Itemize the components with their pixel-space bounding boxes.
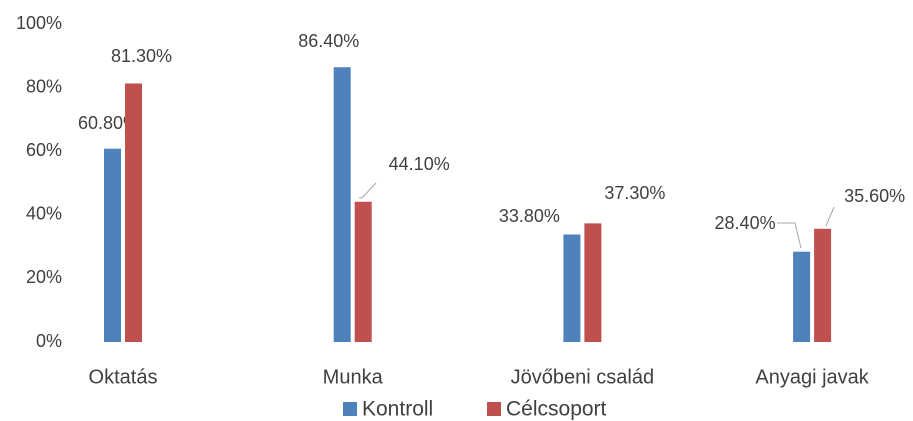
value-label: 35.60% <box>844 186 905 206</box>
bar <box>333 67 351 343</box>
value-label: 81.30% <box>111 46 172 66</box>
value-label: 60.80% <box>78 113 139 133</box>
value-label: 33.80% <box>499 206 560 226</box>
y-tick-label: 40% <box>26 204 62 224</box>
y-tick-label: 20% <box>26 267 62 287</box>
legend-label: Célcsoport <box>506 398 607 421</box>
x-tick-label: Munka <box>323 366 384 388</box>
leader-line <box>359 182 377 199</box>
legend-swatch <box>343 402 357 416</box>
leader-line <box>825 206 835 227</box>
bar <box>793 251 811 342</box>
legend-swatch <box>487 402 501 416</box>
value-label: 44.10% <box>389 154 450 174</box>
x-tick-label: Jövőbeni család <box>511 366 654 388</box>
value-label: 86.40% <box>298 31 359 51</box>
bar <box>584 223 602 342</box>
bar <box>814 228 832 342</box>
leader-line <box>777 222 802 249</box>
legend-label: Kontroll <box>362 398 433 421</box>
bar <box>104 148 121 342</box>
y-tick-label: 100% <box>16 13 62 33</box>
y-tick-label: 0% <box>36 331 62 351</box>
bar <box>354 201 372 342</box>
y-tick-label: 80% <box>26 76 62 96</box>
x-tick-label: Oktatás <box>89 366 158 388</box>
value-label: 37.30% <box>604 183 665 203</box>
bar <box>563 234 581 342</box>
y-tick-label: 60% <box>26 140 62 160</box>
bar <box>125 83 142 342</box>
value-label: 28.40% <box>715 213 776 233</box>
x-tick-label: Anyagi javak <box>755 366 869 388</box>
